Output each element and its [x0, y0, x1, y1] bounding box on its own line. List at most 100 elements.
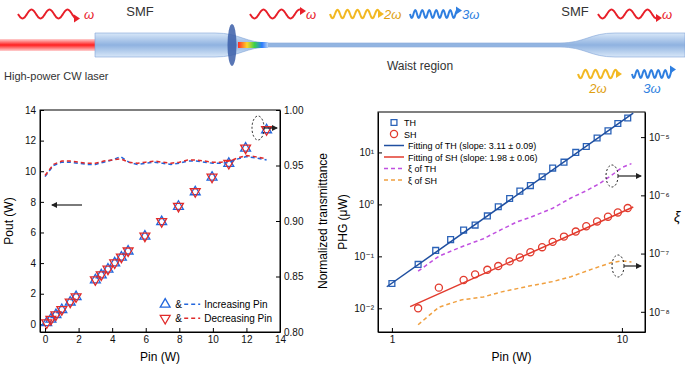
pointer-ellipse: [606, 165, 618, 187]
tick-mark: [276, 110, 280, 111]
tick-label: 4: [30, 258, 36, 269]
tick-mark: [622, 328, 623, 332]
wave: [578, 70, 618, 78]
axis-line: [379, 332, 646, 333]
tick-mark: [146, 328, 147, 332]
tick: 1.00: [276, 105, 304, 116]
pointer-ellipse: [252, 116, 264, 140]
y2-axis: 10⁻⁸10⁻⁷10⁻⁶10⁻⁵: [641, 113, 670, 333]
legend-entry: ξ of TH: [384, 164, 436, 174]
y-axis-title: Pout (W): [2, 197, 16, 244]
tick-label: 2: [76, 334, 82, 345]
legend-line: [184, 318, 200, 320]
tick-mark: [40, 110, 44, 111]
tick: 10: [25, 166, 44, 177]
tick: 12: [25, 135, 44, 146]
figure: SMFHigh-power CW laserωω2ω3ωWaist region…: [0, 0, 685, 370]
axis-line: [280, 111, 281, 333]
diagram-label: ω: [306, 7, 316, 22]
tick-label: 6: [30, 227, 36, 238]
point: [90, 277, 100, 286]
legend-label: Fitting of TH (slope: 3.11 ± 0.09): [408, 141, 536, 151]
plot-area: [387, 113, 633, 325]
legend-label: SH: [404, 130, 417, 140]
point: [116, 254, 126, 263]
tick: 0.95: [276, 160, 304, 171]
legend-marker: [160, 315, 170, 324]
tick: 10⁻⁵: [641, 132, 670, 143]
diagram-label: 3ω: [643, 81, 660, 96]
tick-label: 12: [25, 135, 37, 146]
point: [140, 233, 150, 242]
tick: 1: [390, 328, 396, 345]
y-axis: 02468101214: [25, 105, 44, 333]
wave-arrowhead: [616, 70, 622, 78]
tick-label: 14: [25, 105, 37, 116]
y-axis: 10⁻²10⁻¹10⁰10¹: [354, 113, 382, 333]
legend-label: TH: [404, 118, 416, 128]
tick-mark: [276, 277, 280, 278]
legend-label: Decreasing Pin: [204, 313, 272, 324]
point: [123, 248, 133, 257]
canvas: SMFHigh-power CW laserωω2ω3ωWaist region…: [0, 0, 685, 370]
diagram-label: SMF: [561, 4, 589, 19]
tick-label: 10⁻¹: [354, 251, 374, 262]
chart: 11010⁻²10⁻¹10⁰10¹10⁻⁸10⁻⁷10⁻⁶10⁻⁵Pin (W)…: [336, 112, 681, 364]
legend-marker: [390, 130, 397, 137]
tick: 12: [241, 328, 253, 345]
point: [57, 307, 67, 316]
series-line: [387, 113, 633, 287]
point: [174, 203, 184, 212]
tick: 10⁻⁶: [641, 190, 670, 201]
diagram-label: ω: [662, 7, 672, 22]
diagram-label: 2ω: [588, 81, 606, 96]
pointer-arrow-head: [636, 173, 642, 179]
tick-label: 10⁰: [359, 199, 374, 210]
x-axis: 02468101214: [41, 328, 287, 345]
tick: 10: [617, 328, 629, 345]
tick: 8: [177, 328, 183, 345]
tick: 10⁻²: [354, 303, 382, 314]
tick-mark: [276, 166, 280, 167]
series-line: [45, 156, 267, 176]
legend: THSHFitting of TH (slope: 3.11 ± 0.09)Fi…: [384, 118, 538, 186]
wave: [330, 10, 380, 18]
tick: 14: [25, 105, 44, 116]
tick-mark: [40, 171, 44, 172]
tick: 0.85: [276, 271, 304, 282]
point: [65, 299, 75, 308]
tick-mark: [40, 202, 44, 203]
tick-label: 0.90: [284, 216, 304, 227]
point: [415, 305, 422, 312]
laser-beam: [0, 39, 100, 51]
tick-label: 1.00: [284, 105, 304, 116]
tick: 8: [30, 197, 44, 208]
axis-line: [378, 113, 379, 333]
diagram-label: 3ω: [462, 7, 479, 22]
tick-label: 10⁻⁸: [649, 307, 670, 318]
legend-marker: [160, 299, 170, 308]
point: [96, 272, 106, 281]
legend-line: [184, 304, 200, 306]
y-axis-title: PHG (μW): [336, 194, 350, 250]
tick-mark: [246, 328, 247, 332]
tick-mark: [641, 195, 645, 196]
tick-label: 10: [25, 166, 37, 177]
spectrum: [238, 42, 268, 48]
x-axis-title: Pin (W): [492, 350, 532, 364]
tick-label: 10: [208, 334, 220, 345]
tick-mark: [641, 312, 645, 313]
y2-axis: 0.80 0.85 0.90 0.95 1.00: [276, 105, 304, 338]
tick-label: 0.80: [284, 327, 304, 338]
tick: 10⁻⁸: [641, 307, 670, 318]
tick-mark: [40, 294, 44, 295]
tick-mark: [45, 328, 46, 332]
wave: [410, 10, 458, 18]
wave: [632, 70, 672, 78]
tick: 10: [208, 328, 220, 345]
plot-area: [42, 124, 272, 328]
legend-label: Increasing Pin: [204, 299, 267, 310]
tick: 10⁰: [359, 199, 382, 210]
diagram-label: Waist region: [387, 59, 453, 73]
pointer-arrow-head: [51, 202, 57, 208]
